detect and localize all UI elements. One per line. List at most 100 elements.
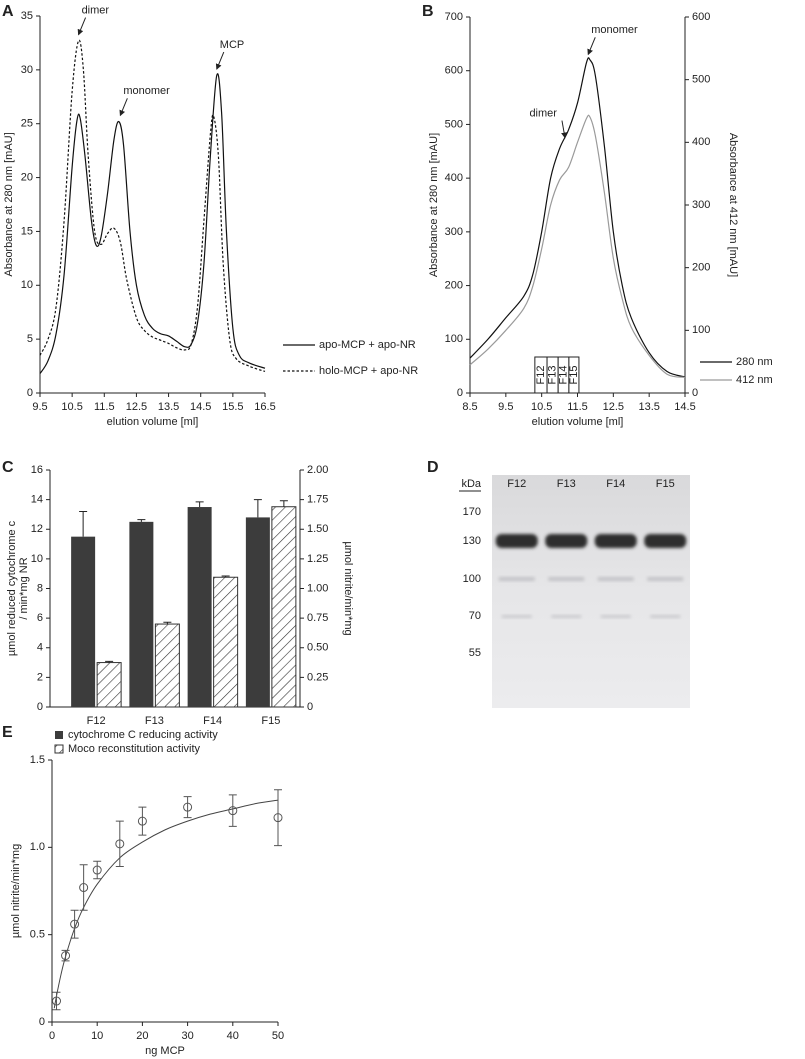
y2-tick-label: 0 — [692, 387, 698, 399]
bar — [271, 506, 297, 708]
series-line — [469, 114, 686, 378]
y-tick-label: 1.0 — [30, 841, 45, 853]
y2-tick-label: 500 — [692, 74, 710, 86]
legend-label: Moco reconstitution activity — [68, 743, 201, 755]
fraction-box — [568, 356, 580, 394]
series-line — [469, 57, 686, 378]
y-tick-label: 100 — [445, 333, 463, 345]
y2-tick-label: 600 — [692, 11, 710, 23]
x-tick-label: 10.5 — [531, 401, 552, 413]
y2-tick-label: 0.50 — [307, 642, 328, 654]
x-tick-label: 8.5 — [462, 401, 477, 413]
x-tick-label: 11.5 — [94, 401, 115, 413]
x-tick-label: F13 — [145, 715, 164, 727]
y-tick-label: 4 — [37, 642, 43, 654]
error-bar — [253, 499, 262, 518]
y-tick-label: 20 — [21, 171, 33, 183]
gel-band-faint — [650, 615, 681, 618]
error-bar — [195, 501, 204, 508]
legend-label: holo-MCP + apo-NR — [319, 365, 418, 377]
y2-tick-label: 0.25 — [307, 671, 328, 683]
x-tick-label: F12 — [87, 715, 106, 727]
annotation: MCP — [220, 39, 244, 51]
y-tick-label: 200 — [445, 279, 463, 291]
x-tick-label: 14.5 — [674, 401, 695, 413]
gel-band-faint — [501, 615, 532, 618]
error-bar — [274, 789, 282, 847]
y-tick-label: 6 — [37, 612, 43, 624]
y-tick-label: 0 — [39, 1016, 45, 1028]
x-tick-label: 14.5 — [190, 401, 211, 413]
y2-axis-label: Absorbance at 412 nm [mAU] — [727, 133, 739, 277]
error-bar — [79, 864, 88, 911]
y-tick-label: 25 — [21, 118, 33, 130]
x-tick-label: 12.5 — [126, 401, 147, 413]
x-tick-label: F15 — [261, 715, 280, 727]
x-tick-label: 10.5 — [61, 401, 82, 413]
y2-tick-label: 200 — [692, 262, 710, 274]
y-tick-label: 1.5 — [30, 754, 45, 766]
lane-label: F14 — [606, 478, 625, 490]
bar — [187, 507, 212, 707]
bar — [245, 517, 270, 707]
data-point — [61, 951, 71, 961]
annotation-arrow — [561, 120, 568, 139]
annotation-arrow — [587, 37, 596, 56]
x-tick-label: F14 — [203, 715, 222, 727]
data-point — [70, 919, 80, 929]
y-axis-label: µmol nitrite/min*mg — [10, 844, 22, 938]
annotation: dimer — [529, 107, 557, 119]
marker-label: 170 — [463, 506, 481, 518]
annotation-arrow — [119, 98, 128, 117]
error-bar — [115, 820, 124, 868]
legend-label: apo-MCP + apo-NR — [319, 339, 416, 351]
error-bar — [52, 991, 61, 1011]
gel-band — [545, 534, 588, 548]
x-tick-label: 9.5 — [32, 401, 47, 413]
y2-tick-label: 1.75 — [307, 494, 328, 506]
error-bar — [93, 860, 102, 880]
y-tick-label: 12 — [31, 523, 43, 535]
x-tick-label: 30 — [181, 1030, 193, 1042]
y-axis-label: / min*mg NR — [18, 557, 30, 619]
y2-tick-label: 2.00 — [307, 464, 328, 476]
error-bar — [138, 806, 147, 836]
y2-tick-label: 100 — [692, 324, 710, 336]
annotation: dimer — [82, 4, 110, 16]
y2-tick-label: 1.25 — [307, 553, 328, 565]
annotation-arrow — [215, 51, 225, 70]
gel-band-faint — [600, 615, 631, 618]
error-bar — [279, 500, 288, 507]
y-tick-label: 0 — [457, 387, 463, 399]
data-point — [183, 802, 193, 812]
annotation-arrow — [77, 17, 87, 36]
x-tick-label: 15.5 — [222, 401, 243, 413]
x-tick-label: 0 — [49, 1030, 55, 1042]
bar — [96, 662, 122, 708]
data-point — [92, 865, 102, 875]
annotation: monomer — [123, 85, 170, 97]
gel-band — [495, 534, 538, 548]
data-point — [52, 996, 62, 1006]
fit-curve — [53, 799, 279, 1009]
data-point — [228, 806, 238, 816]
marker-label: 130 — [463, 535, 481, 547]
y-axis-label: Absorbance at 280 nm [mAU] — [428, 133, 440, 277]
y-tick-label: 2 — [37, 671, 43, 683]
y-tick-label: 0 — [37, 701, 43, 713]
lane-label: F12 — [507, 478, 526, 490]
series-line — [39, 39, 266, 373]
y2-tick-label: 0 — [307, 701, 313, 713]
y-tick-label: 5 — [27, 333, 33, 345]
error-bar — [137, 519, 146, 522]
y2-tick-label: 400 — [692, 136, 710, 148]
y-tick-label: 10 — [31, 553, 43, 565]
y-axis-label: µmol reduced cytochrome c — [6, 520, 18, 656]
bar — [213, 576, 239, 708]
lane-label: F13 — [557, 478, 576, 490]
bar — [154, 623, 180, 708]
y-tick-label: 16 — [31, 464, 43, 476]
bar — [129, 521, 154, 707]
data-point — [273, 813, 283, 823]
fraction-label: F15 — [568, 366, 580, 385]
